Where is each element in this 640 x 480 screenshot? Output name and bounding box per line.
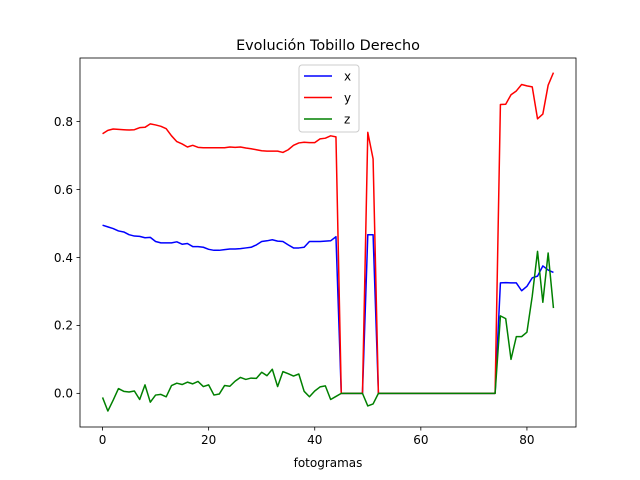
y-tick-label: 0.2 xyxy=(54,319,73,333)
y-tick-label: 0.0 xyxy=(54,387,73,401)
chart-title: Evolución Tobillo Derecho xyxy=(236,38,420,54)
y-tick-label: 0.8 xyxy=(54,115,73,129)
legend-label-z: z xyxy=(344,112,350,126)
series-line-z xyxy=(101,250,555,412)
legend-box xyxy=(298,64,360,133)
axes-layer: 0 20 40 60 80 0.0 0.2 0.4 0.6 0.8 xyxy=(54,57,577,447)
x-tick-label: 60 xyxy=(413,433,428,447)
series-layer xyxy=(101,72,555,412)
legend-label-x: x xyxy=(344,69,351,83)
plot-frame xyxy=(79,57,577,428)
x-tick-label: 40 xyxy=(307,433,322,447)
y-tick-label: 0.4 xyxy=(54,251,73,265)
legend: xyz xyxy=(298,64,360,133)
x-tick-label: 0 xyxy=(99,433,107,447)
legend-label-y: y xyxy=(344,91,351,105)
y-tick-label: 0.6 xyxy=(54,183,73,197)
x-axis-label: fotogramas xyxy=(294,456,363,470)
x-tick-label: 80 xyxy=(519,433,534,447)
x-tick-label: 20 xyxy=(201,433,216,447)
